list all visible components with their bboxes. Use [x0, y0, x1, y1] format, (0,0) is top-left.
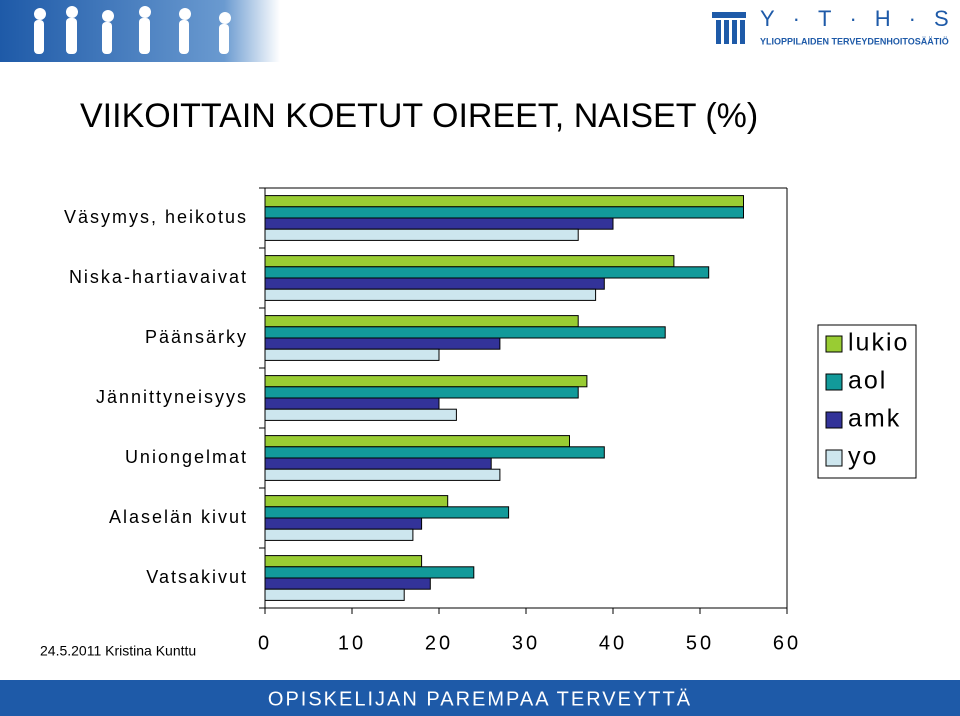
- bar: [264, 375, 588, 388]
- x-tick-label: 40: [599, 632, 627, 654]
- silhouettes: [34, 6, 231, 54]
- y-tick-label: Väsymys, heikotus: [64, 207, 248, 227]
- bar: [264, 588, 405, 601]
- bar: [264, 408, 457, 421]
- y-tick-label: Jännittyneisyys: [96, 387, 248, 407]
- bar: [264, 277, 605, 290]
- bar: [264, 195, 744, 208]
- bar: [264, 566, 475, 579]
- bar: [264, 506, 510, 519]
- bar: [264, 326, 666, 339]
- legend-label: aol: [848, 367, 887, 395]
- bar: [264, 468, 501, 481]
- legend-label: amk: [848, 405, 901, 433]
- bar: [264, 288, 597, 301]
- bar: [264, 517, 423, 530]
- slogan: OPISKELIJAN PAREMPAA TERVEYTTÄ: [268, 688, 692, 710]
- x-tick-label: 20: [425, 632, 453, 654]
- bar: [264, 206, 744, 219]
- bar: [264, 397, 440, 410]
- bar: [264, 457, 492, 470]
- chart-title: VIIKOITTAIN KOETUT OIREET, NAISET (%): [80, 97, 758, 135]
- bar: [264, 386, 579, 399]
- footer-band: [0, 680, 960, 716]
- bar: [264, 217, 614, 230]
- x-tick-label: 60: [773, 632, 801, 654]
- bar: [264, 337, 501, 350]
- bar: [264, 266, 710, 279]
- bar: [264, 577, 431, 590]
- y-tick-label: Vatsakivut: [146, 567, 248, 587]
- bar: [264, 348, 440, 361]
- logo-subtitle: YLIOPPILAIDEN TERVEYDENHOITOSÄÄTIÖ: [760, 36, 949, 46]
- legend-swatch: [825, 449, 843, 467]
- x-tick-label: 30: [512, 632, 540, 654]
- y-tick-label: Uniongelmat: [125, 447, 248, 467]
- bar: [264, 228, 579, 241]
- bar: [264, 495, 449, 508]
- x-tick-label: 0: [258, 632, 272, 654]
- y-tick-label: Alaselän kivut: [109, 507, 248, 527]
- bar: [264, 555, 423, 568]
- bar: [264, 528, 414, 541]
- date-author: 24.5.2011 Kristina Kunttu: [40, 643, 196, 659]
- legend-swatch: [825, 411, 843, 429]
- legend-swatch: [825, 373, 843, 391]
- x-tick-label: 10: [338, 632, 366, 654]
- bar: [264, 435, 570, 448]
- y-tick-label: Niska-hartiavaivat: [69, 267, 248, 287]
- legend-label: yo: [848, 443, 878, 471]
- x-tick-label: 50: [686, 632, 714, 654]
- bar: [264, 446, 605, 459]
- legend-swatch: [825, 335, 843, 353]
- logo: Y·T·H·S: [760, 6, 960, 31]
- legend-label: lukio: [848, 329, 909, 357]
- bar: [264, 315, 579, 328]
- bar: [264, 255, 675, 268]
- logo-icon: [712, 12, 746, 44]
- y-tick-label: Päänsärky: [145, 327, 248, 347]
